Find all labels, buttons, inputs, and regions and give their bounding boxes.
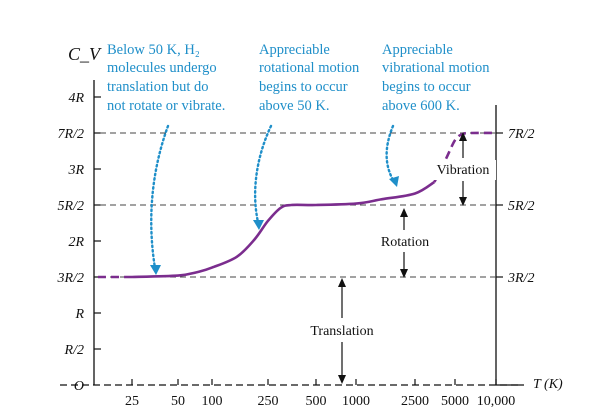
translation-arrowhead-down — [338, 375, 346, 384]
annotation-1-line-3: translation but do — [107, 79, 209, 95]
x-tick-label: 2500 — [401, 394, 429, 409]
x-tick-label: 500 — [306, 394, 327, 409]
annotation-2-line-4: above 50 K. — [259, 98, 329, 114]
pointer-vibration — [385, 124, 395, 182]
y-tick-label: 3R — [67, 163, 84, 178]
region-label-rotation: Rotation — [381, 235, 429, 250]
y-tick-label: 7R/2 — [58, 127, 84, 142]
vibration-arrowhead-down — [459, 197, 467, 206]
x-tick-label: 250 — [258, 394, 279, 409]
rotation-arrowhead-down — [400, 269, 408, 278]
annotation-3-line-1: Appreciable — [382, 42, 453, 58]
annotation-1-line-2: molecules undergo — [107, 60, 217, 76]
annotation-2-line-2: rotational motion — [259, 60, 360, 76]
region-label-translation: Translation — [310, 324, 373, 339]
vibration-arrowhead-up — [459, 132, 467, 141]
annotation-2-line-3: begins to occur — [259, 79, 348, 95]
x-tick-label: 25 — [125, 394, 139, 409]
annotation-3-line-4: above 600 K. — [382, 98, 460, 114]
y-tick-label: R — [74, 307, 84, 322]
x-tick-label: 5000 — [441, 394, 469, 409]
annotation-1-line-4: not rotate or vibrate. — [107, 98, 225, 114]
region-label-vibration: Vibration — [437, 163, 490, 178]
translation-label-bg — [300, 320, 384, 340]
rotation-label-bg — [372, 232, 438, 251]
y-tick-label: 5R/2 — [58, 199, 84, 214]
region-arrows — [338, 132, 467, 384]
x-tick-label: 100 — [202, 394, 223, 409]
pointer-rotation-head — [253, 220, 264, 230]
annotation-pointers — [150, 124, 399, 275]
curve-dashed-segment — [433, 131, 497, 183]
curves — [98, 131, 497, 279]
reference-lines: 3R/2 5R/2 7R/2 — [100, 127, 534, 286]
annotation-2-line-1: Appreciable — [259, 42, 330, 58]
y-tick-label: O — [74, 379, 84, 394]
annotation-3-line-3: begins to occur — [382, 79, 471, 95]
x-tick-label: 10,000 — [477, 394, 516, 409]
pointer-translation — [150, 124, 170, 270]
annotation-3-line-2: vibrational motion — [382, 60, 490, 76]
right-axis-label: 3R/2 — [507, 271, 534, 286]
right-axis-label: 7R/2 — [508, 127, 534, 142]
y-tick-label: 4R — [68, 91, 84, 106]
annotation-1-line-1: Below 50 K, H₂ — [107, 42, 200, 58]
x-axis-label: T (K) — [533, 377, 563, 392]
x-tick-label: 50 — [171, 394, 185, 409]
pointer-translation-head — [150, 265, 161, 275]
y-ticks: O R/2 R 3R/2 2R 5R/2 3R 7R/2 4R — [57, 91, 101, 394]
vibration-label-bg — [430, 160, 496, 180]
y-axis-label: C_V — [68, 44, 102, 64]
x-ticks: 25 50 100 250 500 1000 2500 5000 10,000 — [125, 379, 515, 409]
annotation-vibration: Appreciable vibrational motion begins to… — [382, 42, 490, 114]
rotation-arrowhead-up — [400, 208, 408, 217]
curve-solid-segment — [131, 180, 436, 279]
right-axis-label: 5R/2 — [508, 199, 534, 214]
pointer-rotation — [253, 124, 273, 224]
y-tick-label: 2R — [68, 235, 84, 250]
translation-arrowhead-up — [338, 278, 346, 287]
y-tick-label: R/2 — [64, 343, 84, 358]
annotation-translation: Below 50 K, H₂ molecules undergo transla… — [107, 42, 225, 114]
annotation-rotation: Appreciable rotational motion begins to … — [259, 42, 360, 114]
x-tick-label: 1000 — [342, 394, 370, 409]
y-tick-label: 3R/2 — [57, 271, 84, 286]
pointer-vibration-head — [389, 176, 399, 187]
